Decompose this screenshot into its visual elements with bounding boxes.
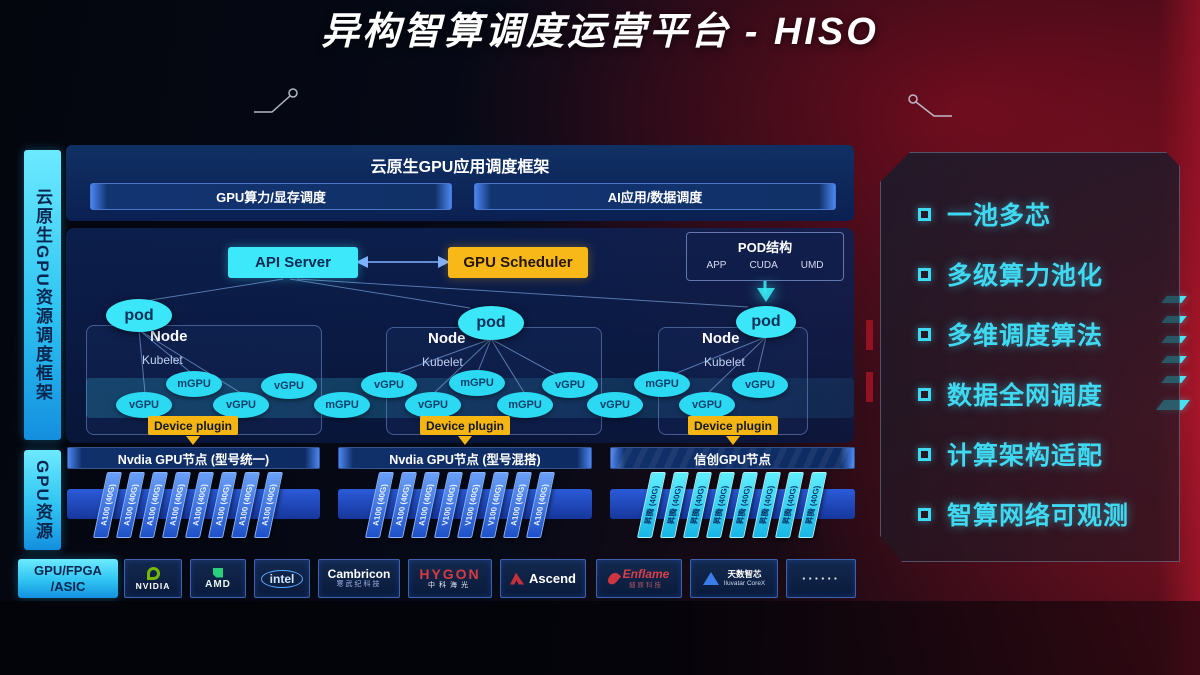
square-bullet-icon	[918, 267, 931, 281]
pod-structure-arrow-icon	[757, 288, 775, 302]
rail-cloud-native-gpu-framework: 云原生GPU资源调度框架	[24, 150, 61, 440]
app-framework-title: 云原生GPU应用调度框架	[370, 159, 550, 176]
device-plugin-1: Device plugin	[148, 416, 238, 435]
pod-structure-title: POD结构	[737, 240, 793, 255]
pod-structure-box: POD结构 APP CUDA UMD	[686, 232, 844, 281]
gpu-unit: vGPU	[213, 392, 269, 418]
square-bullet-icon	[918, 207, 931, 221]
pod-ellipse-3: pod	[736, 306, 796, 338]
vendor-name: Ascend	[529, 571, 576, 586]
feature-item: 一池多芯	[918, 196, 1164, 232]
vendor-tile-nvidia: NVIDIA	[124, 559, 182, 598]
pod-struct-item-cuda: CUDA	[749, 260, 778, 271]
square-bullet-icon	[918, 507, 931, 521]
gpu-unit: vGPU	[542, 372, 598, 398]
feature-item: 多维调度算法	[918, 316, 1164, 352]
bar-ai-data-scheduling: AI应用/数据调度	[474, 183, 836, 210]
kubelet-label-3: Kubelet	[704, 355, 745, 369]
device-plugin-arrow-icon	[726, 436, 740, 445]
gpu-scheduler-box: GPU Scheduler	[448, 247, 588, 278]
gpu-card-stack-3: 昇腾 (40G) 昇腾 (40G) 昇腾 (40G) 昇腾 (40G) 昇腾 (…	[636, 472, 844, 538]
kubelet-label-1: Kubelet	[142, 353, 183, 367]
gpu-unit: vGPU	[732, 372, 788, 398]
amd-logo-icon	[213, 567, 223, 578]
vendor-tile-iluvatar: 天数智芯 Iluvatar CoreX	[690, 559, 778, 598]
bar-gpu-compute-scheduling: GPU算力/显存调度	[90, 183, 452, 210]
api-server-box: API Server	[228, 247, 358, 278]
gpu-unit: vGPU	[587, 392, 643, 418]
vendor-subname: 中科海光	[428, 582, 472, 590]
more-vendors-ellipsis: ······	[802, 571, 840, 586]
feature-item: 计算架构适配	[918, 436, 1164, 472]
gpu-unit: mGPU	[497, 392, 553, 418]
vendor-tile-enflame: Enflame 燧原科技	[596, 559, 682, 598]
node-header-nvidia-mixed: Nvdia GPU节点 (型号混搭)	[338, 447, 592, 469]
enflame-logo-icon	[605, 570, 621, 587]
square-bullet-icon	[918, 447, 931, 461]
square-bullet-icon	[918, 327, 931, 341]
vendor-subname: 寒武纪科技	[336, 581, 382, 589]
device-plugin-arrow-icon	[186, 436, 200, 445]
square-bullet-icon	[918, 387, 931, 401]
vendor-tile-cambricon: Cambricon 寒武纪科技	[318, 559, 400, 598]
gpu-unit: mGPU	[166, 371, 222, 397]
iluvatar-logo-icon	[702, 572, 719, 585]
page-title: 异构智算调度运营平台 - HISO	[321, 11, 879, 53]
gpu-card-stack-1: A100 (40G) A100 (40G) A100 (40G) A100 (4…	[92, 472, 300, 538]
vendor-tile-ascend: Ascend	[500, 559, 586, 598]
bottom-shade	[0, 601, 1200, 675]
vendor-name: Enflame	[622, 567, 670, 582]
pod-ellipse-2: pod	[458, 306, 524, 340]
gpu-unit: vGPU	[361, 372, 417, 398]
ascend-logo-icon	[510, 572, 525, 585]
feature-panel: 一池多芯 多级算力池化 多维调度算法 数据全网调度 计算架构适配 智算网络可观测	[880, 152, 1180, 562]
gpu-unit: mGPU	[314, 392, 370, 418]
device-plugin-arrow-icon	[458, 436, 472, 445]
vendor-name: NVIDIA	[135, 580, 171, 591]
vendor-name: HYGON	[419, 565, 481, 582]
gpu-card: A100 (40G)	[525, 472, 556, 538]
rail-gpu-fpga-asic: GPU/FPGA /ASIC	[18, 559, 118, 598]
rail-hw-line1: GPU/FPGA	[34, 562, 102, 578]
vendor-tile-amd: AMD	[190, 559, 246, 598]
nvidia-logo-icon	[146, 566, 160, 580]
gpu-card: A100 (40G)	[253, 472, 284, 538]
vendor-name: AMD	[205, 578, 231, 590]
red-tick-decoration	[866, 320, 873, 350]
vendor-subname: 燧原科技	[629, 581, 663, 589]
vendor-tile-more: ······	[786, 559, 856, 598]
gpu-unit: vGPU	[679, 392, 735, 418]
node-label-1: Node	[150, 328, 188, 345]
red-tick-decoration	[866, 372, 873, 402]
vendor-tile-hygon: HYGON 中科海光	[408, 559, 492, 598]
rail-hw-line2: /ASIC	[50, 578, 86, 594]
gpu-unit: vGPU	[405, 392, 461, 418]
vendor-name: Cambricon	[327, 567, 391, 582]
vendor-tile-intel: intel	[254, 559, 310, 598]
gpu-unit: vGPU	[116, 392, 172, 418]
device-plugin-3: Device plugin	[688, 416, 778, 435]
pod-struct-item-app: APP	[706, 260, 727, 271]
node-header-nvidia-uniform: Nvdia GPU节点 (型号统一)	[67, 447, 320, 469]
gpu-unit: vGPU	[261, 373, 317, 399]
feature-item: 多级算力池化	[918, 256, 1164, 292]
feature-item: 智算网络可观测	[918, 496, 1164, 532]
gpu-unit: mGPU	[449, 370, 505, 396]
device-plugin-2: Device plugin	[420, 416, 510, 435]
vendor-name: 天数智芯	[727, 569, 762, 580]
kubelet-label-2: Kubelet	[422, 355, 463, 369]
feature-item: 数据全网调度	[918, 376, 1164, 412]
gpu-unit: mGPU	[634, 371, 690, 397]
vendor-subname: Iluvatar CoreX	[723, 579, 766, 587]
pod-ellipse-1: pod	[106, 299, 172, 332]
gpu-card-stack-2: A100 (40G) A100 (40G) A100 (40G) V100 (4…	[364, 472, 572, 538]
pod-struct-item-umd: UMD	[800, 260, 824, 271]
gpu-card: 昇腾 (40G)	[797, 472, 828, 538]
rail-gpu-resource: GPU资源	[24, 450, 61, 550]
node-header-xinchuang: 信创GPU节点	[610, 447, 855, 469]
intel-logo-icon: intel	[260, 569, 304, 588]
